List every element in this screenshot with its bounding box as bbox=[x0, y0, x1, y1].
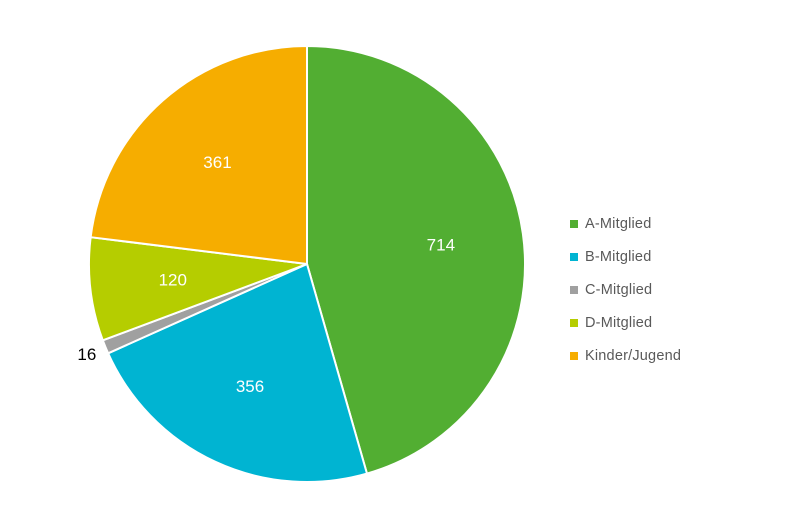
legend-swatch bbox=[570, 285, 578, 294]
legend-label: C-Mitglied bbox=[585, 281, 653, 298]
data-label-kinder-jugend: 361 bbox=[203, 153, 231, 172]
legend-item-kinder-jugend: Kinder/Jugend bbox=[570, 339, 681, 372]
legend-label: Kinder/Jugend bbox=[585, 347, 682, 364]
legend-swatch bbox=[570, 252, 578, 261]
legend-swatch bbox=[570, 219, 578, 228]
legend-item-a-mitglied: A-Mitglied bbox=[570, 207, 681, 240]
data-label-c-mitglied: 16 bbox=[77, 345, 96, 364]
legend-swatch bbox=[570, 351, 578, 360]
legend-item-d-mitglied: D-Mitglied bbox=[570, 306, 681, 339]
legend-label: A-Mitglied bbox=[585, 215, 652, 232]
legend-item-b-mitglied: B-Mitglied bbox=[570, 240, 681, 273]
pie-slice-d-mitglied bbox=[88, 236, 308, 342]
pie-slice-kinder-jugend bbox=[89, 45, 308, 265]
data-label-b-mitglied: 356 bbox=[236, 377, 264, 396]
data-label-a-mitglied: 714 bbox=[427, 236, 455, 255]
legend-label: B-Mitglied bbox=[585, 248, 652, 265]
data-label-d-mitglied: 120 bbox=[159, 270, 187, 289]
pie-slice-b-mitglied bbox=[107, 263, 368, 483]
legend-item-c-mitglied: C-Mitglied bbox=[570, 273, 681, 306]
pie-slice-a-mitglied bbox=[306, 45, 527, 475]
legend: A-Mitglied B-Mitglied C-Mitglied D-Mitglied… bbox=[570, 207, 681, 372]
legend-label: D-Mitglied bbox=[585, 314, 653, 331]
legend-swatch bbox=[570, 318, 578, 327]
